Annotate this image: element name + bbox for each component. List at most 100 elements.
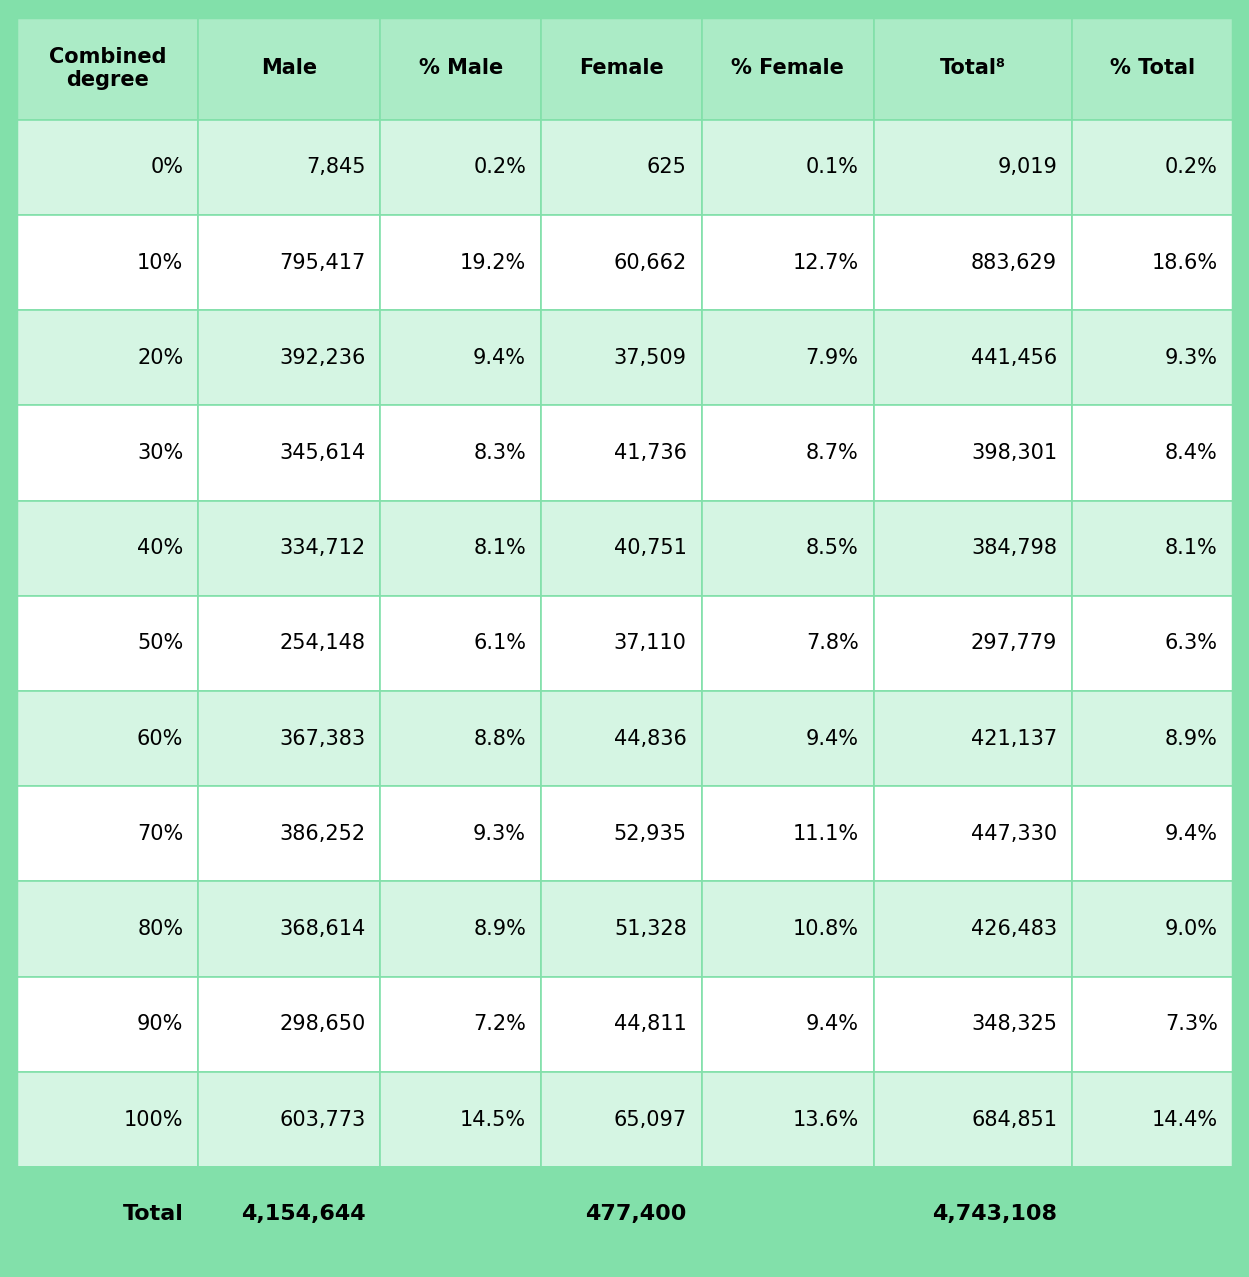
Text: Combined
degree: Combined degree bbox=[49, 47, 166, 89]
Bar bbox=[380, 215, 541, 310]
Bar bbox=[199, 215, 380, 310]
Bar bbox=[874, 691, 1072, 787]
Bar bbox=[380, 406, 541, 501]
Text: 298,650: 298,650 bbox=[279, 1014, 365, 1034]
Text: 30%: 30% bbox=[137, 443, 184, 464]
Bar bbox=[702, 1167, 874, 1260]
Text: 40%: 40% bbox=[137, 539, 184, 558]
Text: 421,137: 421,137 bbox=[970, 729, 1057, 748]
Bar bbox=[541, 691, 702, 787]
Bar bbox=[874, 596, 1072, 691]
Bar bbox=[16, 1071, 199, 1167]
Text: 447,330: 447,330 bbox=[970, 824, 1057, 844]
Text: 8.3%: 8.3% bbox=[473, 443, 526, 464]
Bar bbox=[874, 1071, 1072, 1167]
Text: 60,662: 60,662 bbox=[613, 253, 687, 273]
Text: Total: Total bbox=[122, 1204, 184, 1223]
Bar bbox=[16, 120, 199, 215]
Text: 8.9%: 8.9% bbox=[1165, 729, 1218, 748]
Bar bbox=[874, 406, 1072, 501]
Text: 441,456: 441,456 bbox=[970, 347, 1057, 368]
Bar bbox=[16, 1167, 1233, 1260]
Text: % Total: % Total bbox=[1110, 59, 1195, 78]
Text: % Male: % Male bbox=[418, 59, 503, 78]
Bar bbox=[380, 596, 541, 691]
Text: 10%: 10% bbox=[137, 253, 184, 273]
Text: 13.6%: 13.6% bbox=[792, 1110, 859, 1130]
Bar bbox=[702, 215, 874, 310]
Text: 426,483: 426,483 bbox=[970, 919, 1057, 939]
Bar bbox=[1072, 120, 1233, 215]
Bar bbox=[380, 787, 541, 881]
Bar bbox=[380, 881, 541, 977]
Bar bbox=[874, 120, 1072, 215]
Text: 14.5%: 14.5% bbox=[460, 1110, 526, 1130]
Bar bbox=[199, 1167, 380, 1260]
Text: 44,811: 44,811 bbox=[615, 1014, 687, 1034]
Text: 384,798: 384,798 bbox=[970, 539, 1057, 558]
Text: 625: 625 bbox=[647, 157, 687, 178]
Text: 4,743,108: 4,743,108 bbox=[932, 1204, 1057, 1223]
Bar bbox=[702, 977, 874, 1071]
Bar bbox=[380, 1167, 541, 1260]
Text: 9.4%: 9.4% bbox=[806, 1014, 859, 1034]
Bar bbox=[541, 1167, 702, 1260]
Text: 44,836: 44,836 bbox=[613, 729, 687, 748]
Bar bbox=[16, 691, 199, 787]
Text: 19.2%: 19.2% bbox=[460, 253, 526, 273]
Bar bbox=[199, 691, 380, 787]
Bar bbox=[702, 406, 874, 501]
Bar bbox=[199, 310, 380, 406]
Bar bbox=[874, 787, 1072, 881]
Bar bbox=[16, 406, 199, 501]
Text: 9.3%: 9.3% bbox=[1165, 347, 1218, 368]
Text: 8.1%: 8.1% bbox=[473, 539, 526, 558]
Bar bbox=[874, 977, 1072, 1071]
Bar bbox=[199, 406, 380, 501]
Bar bbox=[380, 1071, 541, 1167]
Bar bbox=[199, 120, 380, 215]
Text: % Female: % Female bbox=[731, 59, 844, 78]
Text: 18.6%: 18.6% bbox=[1152, 253, 1218, 273]
Text: 795,417: 795,417 bbox=[279, 253, 365, 273]
Bar bbox=[199, 596, 380, 691]
Bar bbox=[199, 1071, 380, 1167]
Text: 9.4%: 9.4% bbox=[473, 347, 526, 368]
Text: 8.9%: 8.9% bbox=[473, 919, 526, 939]
Bar bbox=[541, 501, 702, 596]
Bar bbox=[541, 406, 702, 501]
Bar bbox=[874, 310, 1072, 406]
Text: 8.4%: 8.4% bbox=[1165, 443, 1218, 464]
Bar bbox=[1072, 596, 1233, 691]
Text: 4,154,644: 4,154,644 bbox=[241, 1204, 365, 1223]
Bar bbox=[16, 1167, 199, 1260]
Text: 334,712: 334,712 bbox=[280, 539, 365, 558]
Bar bbox=[199, 977, 380, 1071]
Text: 8.5%: 8.5% bbox=[806, 539, 859, 558]
Bar bbox=[380, 501, 541, 596]
Text: 52,935: 52,935 bbox=[613, 824, 687, 844]
Bar bbox=[541, 1071, 702, 1167]
Text: 254,148: 254,148 bbox=[280, 633, 365, 654]
Text: 11.1%: 11.1% bbox=[793, 824, 859, 844]
Text: 0.1%: 0.1% bbox=[806, 157, 859, 178]
Bar bbox=[702, 691, 874, 787]
Bar bbox=[541, 881, 702, 977]
Text: 345,614: 345,614 bbox=[279, 443, 365, 464]
Text: 12.7%: 12.7% bbox=[793, 253, 859, 273]
Text: 477,400: 477,400 bbox=[586, 1204, 687, 1223]
Text: Female: Female bbox=[580, 59, 663, 78]
Bar bbox=[702, 310, 874, 406]
Bar bbox=[541, 787, 702, 881]
Text: 0.2%: 0.2% bbox=[1165, 157, 1218, 178]
Bar bbox=[874, 881, 1072, 977]
Bar bbox=[1072, 787, 1233, 881]
Text: 883,629: 883,629 bbox=[970, 253, 1057, 273]
Text: 8.1%: 8.1% bbox=[1165, 539, 1218, 558]
Bar bbox=[1072, 501, 1233, 596]
Text: 70%: 70% bbox=[137, 824, 184, 844]
Bar bbox=[1072, 977, 1233, 1071]
Text: 398,301: 398,301 bbox=[970, 443, 1057, 464]
Text: 14.4%: 14.4% bbox=[1152, 1110, 1218, 1130]
Text: 80%: 80% bbox=[137, 919, 184, 939]
